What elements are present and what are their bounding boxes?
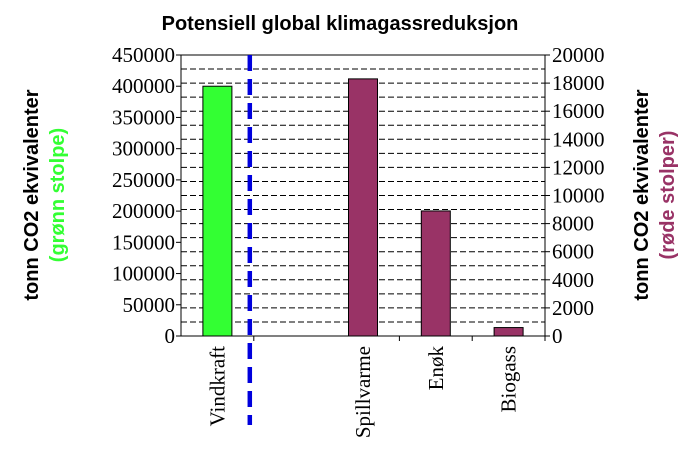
bars	[202, 78, 524, 337]
right-tick-label: 4000	[552, 268, 594, 292]
bar-vindkraft	[202, 85, 233, 337]
right-tick-label: 16000	[552, 99, 605, 123]
category-label: Biogass	[497, 346, 521, 413]
left-tick-label: 250000	[112, 168, 175, 192]
category-labels: Vindkraft Spillvarme Enøk Biogass	[205, 336, 546, 438]
left-axis-sublabel: (grønn stolpe)	[47, 128, 69, 262]
left-tick-label: 150000	[112, 230, 175, 254]
left-tick-label: 400000	[112, 74, 175, 98]
right-tick-label: 10000	[552, 184, 605, 208]
bar-spillvarme	[348, 78, 378, 337]
bar-biogass	[493, 327, 524, 337]
right-tick-label: 12000	[552, 155, 605, 179]
bar-enøk	[420, 210, 451, 337]
category-label: Enøk	[424, 346, 448, 391]
right-tick-label: 14000	[552, 127, 605, 151]
category-label: Spillvarme	[351, 346, 375, 438]
right-tick-label: 0	[552, 324, 563, 348]
left-tick-label: 200000	[112, 199, 175, 223]
left-axis-label: tonn CO2 ekvivalenter	[21, 89, 43, 300]
left-tick-label: 50000	[123, 293, 176, 317]
left-tick-label: 0	[165, 324, 176, 348]
right-axis-sublabel: (røde stolper)	[657, 131, 679, 260]
right-tick-label: 2000	[552, 296, 594, 320]
right-axis-label: tonn CO2 ekvivalenter	[631, 89, 653, 300]
left-axis: 0 50000 100000 150000 200000 250000 300000 3500…	[112, 43, 181, 348]
left-tick-label: 300000	[112, 137, 175, 161]
left-tick-label: 100000	[112, 262, 175, 286]
chart-title: Potensiell global klimagassreduksjon	[162, 13, 519, 35]
right-tick-label: 20000	[552, 43, 605, 67]
right-tick-label: 18000	[552, 71, 605, 95]
category-label: Vindkraft	[205, 346, 229, 427]
left-tick-label: 450000	[112, 43, 175, 67]
right-axis: 0 2000 4000 6000 8000 10000 12000 14000 16000 180…	[545, 43, 605, 348]
right-tick-label: 8000	[552, 212, 594, 236]
right-tick-label: 6000	[552, 240, 594, 264]
left-tick-label: 350000	[112, 105, 175, 129]
